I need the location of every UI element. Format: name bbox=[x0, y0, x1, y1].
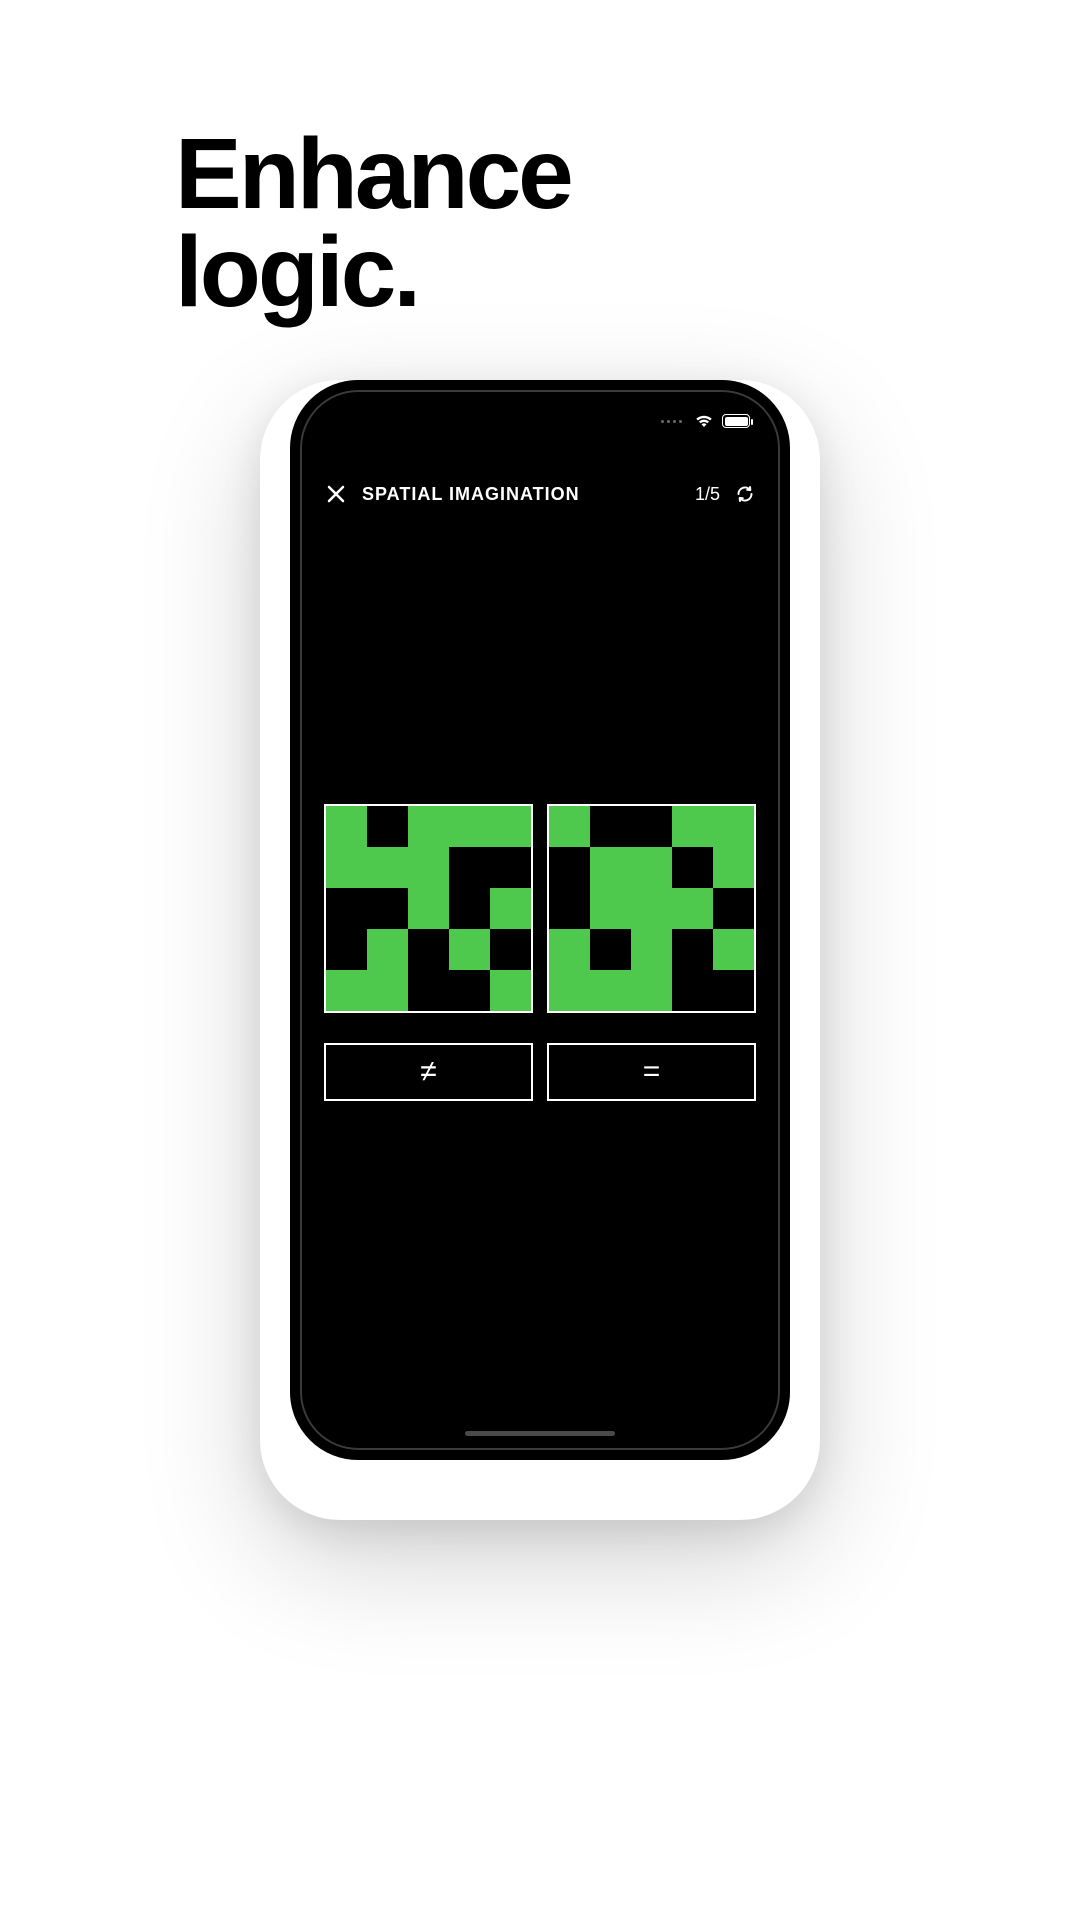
grid-cell bbox=[713, 847, 754, 888]
grid-cell bbox=[367, 888, 408, 929]
grid-cell bbox=[326, 806, 367, 847]
grid-cell bbox=[672, 847, 713, 888]
grid-cell bbox=[408, 847, 449, 888]
grid-cell bbox=[449, 970, 490, 1011]
grid-cell bbox=[631, 929, 672, 970]
grid-cell bbox=[408, 970, 449, 1011]
pattern-grid-right bbox=[547, 804, 756, 1013]
grid-cell bbox=[672, 970, 713, 1011]
grid-cell bbox=[367, 806, 408, 847]
grid-cell bbox=[549, 847, 590, 888]
grid-cell bbox=[490, 806, 531, 847]
grid-cell bbox=[631, 806, 672, 847]
screen-title: SPATIAL IMAGINATION bbox=[362, 484, 580, 505]
equal-button[interactable]: = bbox=[547, 1043, 756, 1101]
home-indicator[interactable] bbox=[465, 1431, 615, 1436]
grid-cell bbox=[449, 806, 490, 847]
grid-cell bbox=[590, 970, 631, 1011]
grid-cell bbox=[408, 929, 449, 970]
grid-cell bbox=[631, 888, 672, 929]
grid-cell bbox=[326, 847, 367, 888]
close-icon bbox=[326, 484, 346, 504]
grid-cell bbox=[490, 970, 531, 1011]
not-equal-button[interactable]: ≠ bbox=[324, 1043, 533, 1101]
progress-counter: 1/5 bbox=[695, 484, 720, 505]
answer-buttons-row: ≠ = bbox=[324, 1043, 756, 1101]
grid-cell bbox=[713, 970, 754, 1011]
grid-cell bbox=[672, 806, 713, 847]
wifi-icon bbox=[694, 414, 714, 428]
grid-cell bbox=[367, 847, 408, 888]
grid-cell bbox=[590, 847, 631, 888]
app-header: SPATIAL IMAGINATION 1/5 bbox=[304, 472, 776, 516]
grid-cell bbox=[408, 888, 449, 929]
grid-cell bbox=[631, 847, 672, 888]
phone-frame: SPATIAL IMAGINATION 1/5 ≠ = bbox=[290, 380, 790, 1460]
page-headline: Enhancelogic. bbox=[175, 125, 571, 321]
grid-cell bbox=[672, 888, 713, 929]
grid-cell bbox=[449, 929, 490, 970]
game-area: ≠ = bbox=[324, 804, 756, 1101]
grid-cell bbox=[672, 929, 713, 970]
grid-cell bbox=[713, 806, 754, 847]
grid-cell bbox=[590, 888, 631, 929]
grid-cell bbox=[326, 929, 367, 970]
pattern-grid-left bbox=[324, 804, 533, 1013]
grid-cell bbox=[449, 847, 490, 888]
cellular-dots-icon bbox=[661, 420, 682, 423]
grid-cell bbox=[631, 970, 672, 1011]
grid-cell bbox=[549, 929, 590, 970]
grid-cell bbox=[408, 806, 449, 847]
grid-cell bbox=[549, 970, 590, 1011]
grid-cell bbox=[590, 806, 631, 847]
grid-cell bbox=[490, 929, 531, 970]
refresh-icon bbox=[735, 484, 755, 504]
battery-icon bbox=[722, 414, 750, 428]
grid-cell bbox=[490, 888, 531, 929]
status-bar bbox=[661, 414, 750, 428]
grid-cell bbox=[367, 929, 408, 970]
grid-cell bbox=[713, 929, 754, 970]
grid-cell bbox=[713, 888, 754, 929]
grid-cell bbox=[549, 888, 590, 929]
grid-cell bbox=[367, 970, 408, 1011]
close-button[interactable] bbox=[324, 482, 348, 506]
grid-cell bbox=[326, 888, 367, 929]
grid-cell bbox=[549, 806, 590, 847]
refresh-button[interactable] bbox=[734, 483, 756, 505]
grid-cell bbox=[449, 888, 490, 929]
grids-row bbox=[324, 804, 756, 1013]
phone-screen: SPATIAL IMAGINATION 1/5 ≠ = bbox=[304, 394, 776, 1446]
grid-cell bbox=[590, 929, 631, 970]
grid-cell bbox=[490, 847, 531, 888]
grid-cell bbox=[326, 970, 367, 1011]
